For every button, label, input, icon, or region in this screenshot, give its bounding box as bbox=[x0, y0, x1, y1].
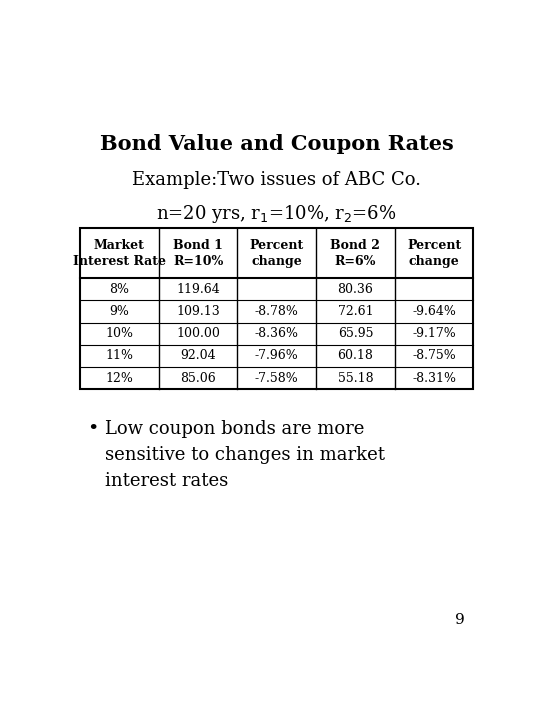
Text: Market
Interest Rate: Market Interest Rate bbox=[73, 239, 166, 268]
Text: n=20 yrs, r$_1$=10%, r$_2$=6%: n=20 yrs, r$_1$=10%, r$_2$=6% bbox=[157, 203, 397, 225]
Text: -8.36%: -8.36% bbox=[255, 327, 299, 340]
Text: 11%: 11% bbox=[105, 349, 133, 362]
Text: 8%: 8% bbox=[110, 283, 130, 296]
Text: 65.95: 65.95 bbox=[338, 327, 373, 340]
Text: 100.00: 100.00 bbox=[176, 327, 220, 340]
Text: -8.78%: -8.78% bbox=[255, 305, 299, 318]
Text: -7.96%: -7.96% bbox=[255, 349, 299, 362]
Text: 12%: 12% bbox=[105, 372, 133, 384]
Text: Percent
change: Percent change bbox=[249, 239, 304, 268]
Text: 55.18: 55.18 bbox=[338, 372, 373, 384]
Text: 9: 9 bbox=[455, 613, 465, 627]
Text: -7.58%: -7.58% bbox=[255, 372, 299, 384]
Text: 60.18: 60.18 bbox=[338, 349, 373, 362]
Text: 72.61: 72.61 bbox=[338, 305, 373, 318]
Text: 119.64: 119.64 bbox=[176, 283, 220, 296]
Text: Bond Value and Coupon Rates: Bond Value and Coupon Rates bbox=[100, 133, 454, 153]
Bar bbox=[80, 228, 474, 389]
Text: -8.31%: -8.31% bbox=[412, 372, 456, 384]
Text: -9.64%: -9.64% bbox=[412, 305, 456, 318]
Text: 9%: 9% bbox=[110, 305, 130, 318]
Text: -9.17%: -9.17% bbox=[412, 327, 456, 340]
Text: 109.13: 109.13 bbox=[176, 305, 220, 318]
Text: Percent
change: Percent change bbox=[407, 239, 461, 268]
Text: Bond 1
R=10%: Bond 1 R=10% bbox=[173, 239, 223, 268]
Text: •: • bbox=[87, 420, 98, 438]
Text: 80.36: 80.36 bbox=[338, 283, 373, 296]
Text: Example:Two issues of ABC Co.: Example:Two issues of ABC Co. bbox=[132, 171, 421, 189]
Text: Low coupon bonds are more
sensitive to changes in market
interest rates: Low coupon bonds are more sensitive to c… bbox=[105, 420, 385, 490]
Text: 85.06: 85.06 bbox=[180, 372, 216, 384]
Text: 92.04: 92.04 bbox=[180, 349, 216, 362]
Text: Bond 2
R=6%: Bond 2 R=6% bbox=[330, 239, 380, 268]
Text: -8.75%: -8.75% bbox=[412, 349, 456, 362]
Text: 10%: 10% bbox=[105, 327, 133, 340]
